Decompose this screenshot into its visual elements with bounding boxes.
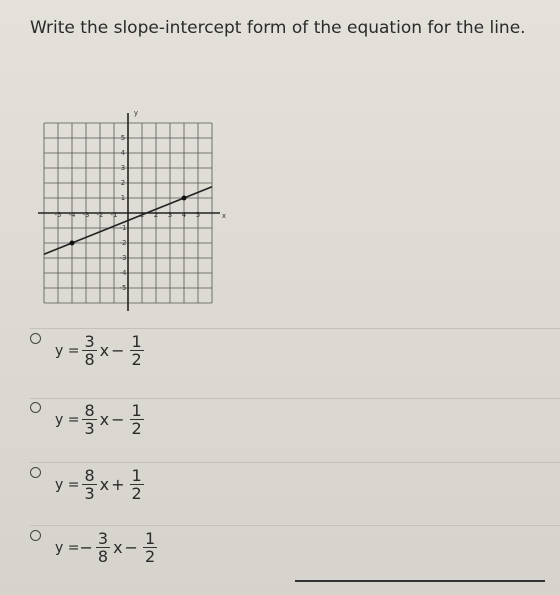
operator: − [111, 341, 125, 360]
numerator: 1 [129, 401, 144, 420]
operator: − [124, 538, 138, 557]
separator [30, 398, 560, 399]
y-tick-label: -5 [120, 284, 127, 292]
denominator: 8 [84, 350, 95, 369]
operator: + [111, 475, 125, 494]
denominator: 2 [144, 547, 156, 566]
numerator: 1 [129, 332, 144, 351]
numerator: 8 [82, 401, 97, 420]
option[interactable]: y = −3 8 x −1 2 [30, 530, 160, 565]
variable: x [99, 410, 110, 429]
separator [30, 525, 560, 526]
y-tick-label: 4 [121, 149, 126, 157]
radio-button[interactable] [30, 467, 41, 478]
lhs: y = [55, 476, 80, 493]
lhs: y = [55, 539, 80, 556]
x-tick-label: -1 [111, 211, 118, 219]
y-tick-label: -1 [120, 224, 127, 232]
x-tick-label: -2 [97, 211, 104, 219]
variable: x [113, 538, 123, 557]
denominator: 8 [97, 547, 109, 566]
y-tick-label: -4 [120, 269, 128, 277]
numerator: 1 [142, 529, 158, 548]
x-tick-label: -5 [55, 211, 62, 219]
y-tick-label: -3 [120, 254, 127, 262]
separator [30, 328, 560, 329]
option[interactable]: y = 8 3 x −1 2 [30, 402, 147, 437]
graph: xy-5-4-3-2-11234554321-1-2-3-4-5 [38, 109, 226, 311]
x-tick-label: -4 [69, 211, 77, 219]
numerator: 3 [82, 332, 97, 351]
numerator: 3 [95, 529, 111, 548]
operator: − [111, 410, 125, 429]
radio-button[interactable] [30, 402, 41, 413]
radio-button[interactable] [30, 333, 41, 344]
y-tick-label: 2 [121, 179, 125, 187]
numerator: 8 [82, 466, 97, 485]
y-tick-label: 1 [121, 194, 125, 202]
variable: x [99, 475, 110, 494]
option[interactable]: y = 8 3 x +1 2 [30, 467, 147, 502]
y-tick-label: -2 [120, 239, 127, 247]
x-tick-label: 2 [154, 211, 158, 219]
denominator: 2 [131, 484, 142, 503]
denominator: 2 [131, 350, 142, 369]
denominator: 3 [84, 484, 95, 503]
graph-point [69, 240, 75, 246]
x-tick-label: 5 [196, 211, 200, 219]
denominator: 2 [131, 419, 142, 438]
answer-line [295, 580, 545, 582]
question: Write the slope-intercept form of the eq… [30, 18, 526, 38]
lhs: y = [55, 342, 80, 359]
radio-button[interactable] [30, 530, 41, 541]
y-tick-label: 5 [121, 134, 125, 142]
graph-point [181, 195, 187, 201]
lhs: y = [55, 411, 80, 428]
y-tick-label: 3 [121, 164, 125, 172]
sign: − [79, 538, 93, 557]
numerator: 1 [129, 466, 144, 485]
separator [30, 462, 560, 463]
x-tick-label: -3 [83, 211, 90, 219]
axis-label: x [222, 212, 226, 220]
x-tick-label: 4 [182, 211, 187, 219]
denominator: 3 [84, 419, 95, 438]
x-tick-label: 3 [168, 211, 172, 219]
variable: x [99, 341, 110, 360]
axis-label: y [134, 109, 138, 117]
option[interactable]: y = 3 8 x −1 2 [30, 333, 147, 368]
